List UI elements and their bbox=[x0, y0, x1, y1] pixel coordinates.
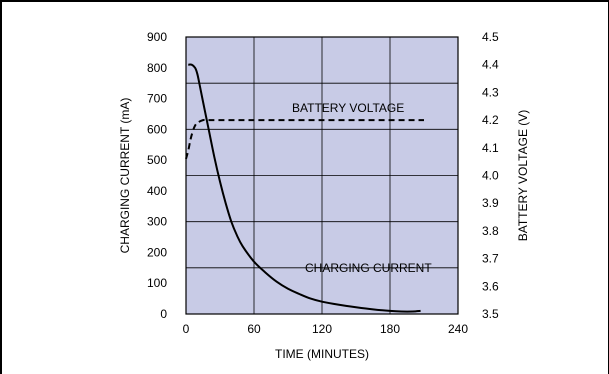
y-left-tick-label: 100 bbox=[147, 276, 167, 290]
plot-border bbox=[185, 36, 459, 315]
series-lines bbox=[185, 63, 424, 313]
y-right-tick-label: 3.8 bbox=[482, 224, 499, 238]
y-left-tick-label: 400 bbox=[147, 184, 167, 198]
y-left-tick-label: 500 bbox=[147, 153, 167, 167]
y-right-tick-label: 4.4 bbox=[482, 58, 499, 72]
y-right-tick-label: 3.6 bbox=[482, 279, 499, 293]
y-axis-left-label: CHARGING CURRENT (mA) bbox=[118, 98, 132, 254]
x-tick-label: 60 bbox=[247, 322, 261, 336]
axis-labels: TIME (MINUTES) CHARGING CURRENT (mA) BAT… bbox=[118, 98, 530, 361]
y-left-tick-label: 300 bbox=[147, 215, 167, 229]
battery-voltage-annotation: BATTERY VOLTAGE bbox=[292, 101, 404, 115]
x-tick-label: 240 bbox=[448, 322, 468, 336]
y-axis-right-label: BATTERY VOLTAGE (V) bbox=[516, 110, 530, 242]
y-right-tick-label: 3.9 bbox=[482, 196, 499, 210]
y-right-tick-label: 4.3 bbox=[482, 85, 499, 99]
annotations: BATTERY VOLTAGE CHARGING CURRENT bbox=[292, 101, 432, 275]
y-right-tick-label: 3.7 bbox=[482, 252, 499, 266]
y-right-tick-label: 4.5 bbox=[482, 30, 499, 44]
x-tick-label: 0 bbox=[183, 322, 190, 336]
battery-voltage-line bbox=[185, 118, 424, 160]
y-right-tick-label: 3.5 bbox=[482, 307, 499, 321]
x-tick-label: 180 bbox=[380, 322, 400, 336]
y-left-tick-label: 700 bbox=[147, 92, 167, 106]
y-left-tick-label: 800 bbox=[147, 61, 167, 75]
y-left-tick-label: 900 bbox=[147, 30, 167, 44]
y-left-tick-label: 600 bbox=[147, 122, 167, 136]
charging-current-line bbox=[188, 63, 421, 313]
y-right-tick-label: 4.0 bbox=[482, 169, 499, 183]
x-tick-label: 120 bbox=[312, 322, 332, 336]
y-right-tick-label: 4.2 bbox=[482, 113, 499, 127]
y-left-tick-label: 0 bbox=[160, 307, 167, 321]
charging-current-annotation: CHARGING CURRENT bbox=[305, 261, 432, 275]
tick-labels: 0 60 120 180 240 0 100 200 300 400 500 600 700 800 900… bbox=[147, 30, 499, 336]
y-right-tick-label: 4.1 bbox=[482, 141, 499, 155]
y-left-tick-label: 200 bbox=[147, 245, 167, 259]
x-axis-label: TIME (MINUTES) bbox=[275, 347, 369, 361]
